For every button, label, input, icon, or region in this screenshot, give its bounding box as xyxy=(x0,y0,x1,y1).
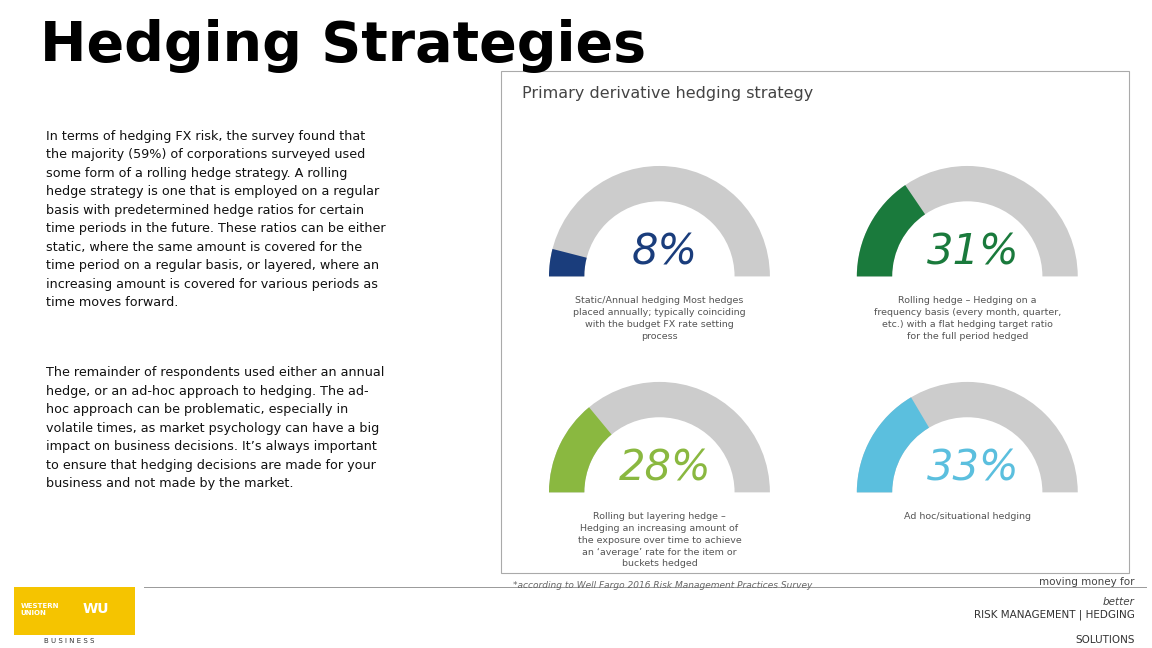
Wedge shape xyxy=(857,397,929,492)
Text: 33%: 33% xyxy=(926,447,1020,489)
Text: Static/Annual hedging Most hedges
placed annually; typically coinciding
with the: Static/Annual hedging Most hedges placed… xyxy=(574,296,745,341)
Text: The remainder of respondents used either an annual
hedge, or an ad-hoc approach : The remainder of respondents used either… xyxy=(46,366,385,490)
Wedge shape xyxy=(857,382,1078,492)
Text: moving money for: moving money for xyxy=(1039,577,1135,587)
Wedge shape xyxy=(550,407,612,492)
Wedge shape xyxy=(550,249,586,277)
Text: B U S I N E S S: B U S I N E S S xyxy=(44,638,94,643)
Text: Primary derivative hedging strategy: Primary derivative hedging strategy xyxy=(522,86,813,100)
Text: *according to Well Fargo 2016 Risk Management Practices Survey: *according to Well Fargo 2016 Risk Manag… xyxy=(513,581,812,590)
Wedge shape xyxy=(550,166,770,277)
Bar xyxy=(14,587,135,634)
Text: 31%: 31% xyxy=(926,231,1020,273)
Text: WU: WU xyxy=(83,602,109,616)
Text: RISK MANAGEMENT | HEDGING: RISK MANAGEMENT | HEDGING xyxy=(973,609,1135,619)
Text: WESTERN
UNION: WESTERN UNION xyxy=(21,603,59,616)
Text: 8%: 8% xyxy=(632,231,698,273)
Text: 28%: 28% xyxy=(619,447,711,489)
Text: Rolling hedge – Hedging on a
frequency basis (every month, quarter,
etc.) with a: Rolling hedge – Hedging on a frequency b… xyxy=(873,296,1061,341)
Text: Rolling but layering hedge –
Hedging an increasing amount of
the exposure over t: Rolling but layering hedge – Hedging an … xyxy=(577,513,742,568)
Text: SOLUTIONS: SOLUTIONS xyxy=(1075,634,1135,645)
Text: Ad hoc/situational hedging: Ad hoc/situational hedging xyxy=(904,513,1031,521)
Text: In terms of hedging FX risk, the survey found that
the majority (59%) of corpora: In terms of hedging FX risk, the survey … xyxy=(46,130,386,309)
Text: better: better xyxy=(1102,597,1135,607)
Text: Hedging Strategies: Hedging Strategies xyxy=(40,19,646,73)
Wedge shape xyxy=(857,166,1078,277)
Wedge shape xyxy=(857,185,925,277)
Wedge shape xyxy=(550,382,770,492)
